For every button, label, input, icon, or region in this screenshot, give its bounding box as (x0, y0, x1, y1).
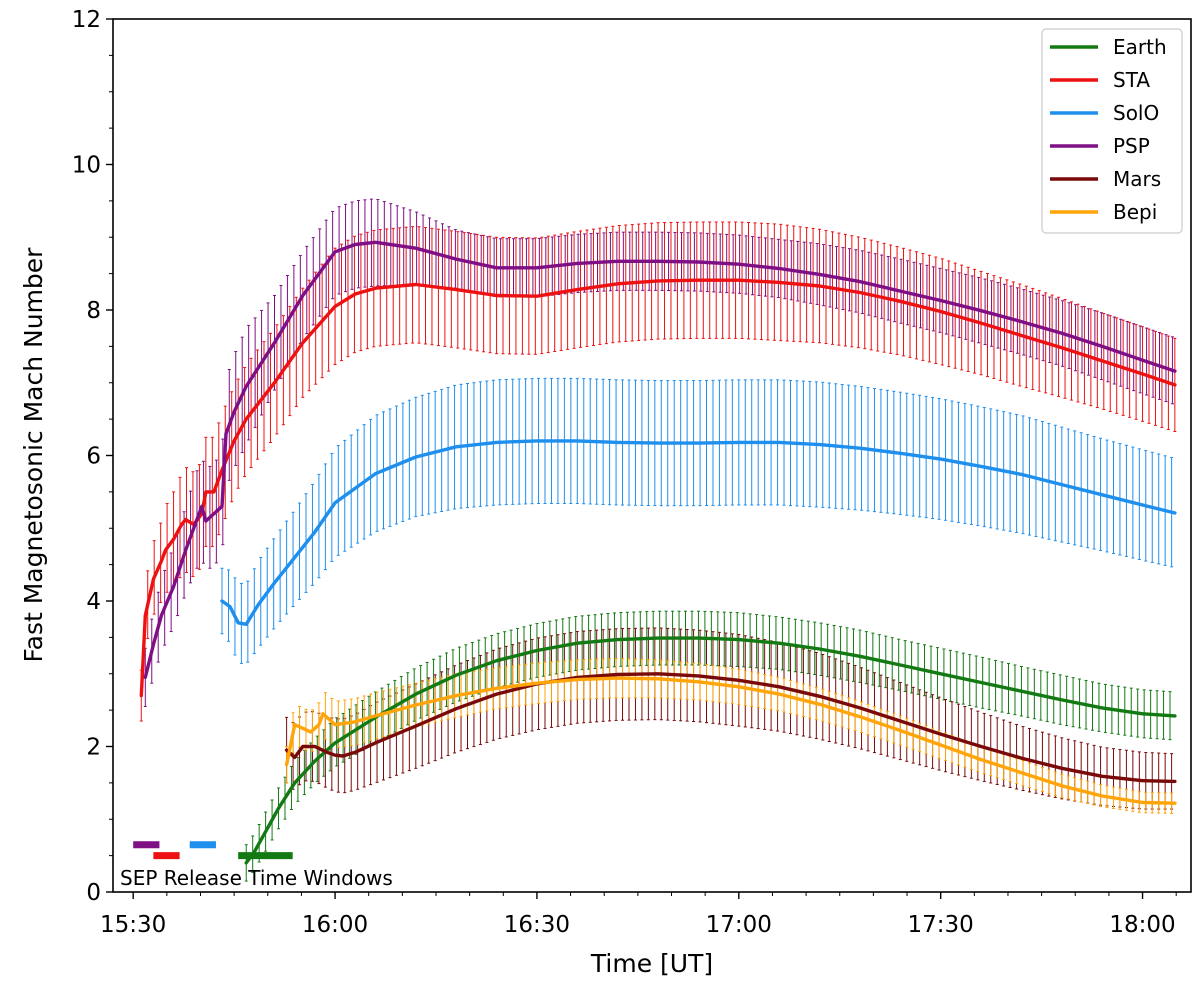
axis-ticks-layer: 0 2 4 6 8 10 12 15:30 16:00 16:30 17:00 17:30 18:00 (72, 7, 1177, 938)
earth-legend-label: Earth (1113, 35, 1167, 59)
bepi-series-line (284, 676, 1177, 805)
mars-legend-label: Mars (1113, 167, 1161, 191)
x-tick-label: 18:00 (1109, 912, 1175, 938)
mars-series-line (284, 672, 1177, 784)
bepi-legend-label: Bepi (1113, 200, 1157, 224)
y-tick-label: 0 (86, 880, 101, 906)
y-tick-label: 8 (86, 298, 101, 324)
earth-series-line (244, 636, 1177, 865)
x-tick-label: 16:00 (302, 912, 368, 938)
x-tick-label: 17:00 (706, 912, 772, 938)
psp-series-line (143, 240, 1177, 680)
solo-series-line (220, 439, 1177, 626)
x-tick-label: 15:30 (100, 912, 166, 938)
release-windows-annotation: SEP Release Time Windows (120, 866, 393, 890)
legend: Earth STA SolO PSP Mars Bepi (1041, 28, 1183, 234)
sta-series-line (139, 278, 1177, 698)
sta-legend-label: STA (1113, 68, 1150, 92)
x-tick-label: 16:30 (504, 912, 570, 938)
solo-legend-label: SolO (1113, 101, 1159, 125)
x-axis-label: Time [UT] (590, 949, 713, 978)
x-tick-label: 17:30 (908, 912, 974, 938)
y-tick-label: 6 (86, 444, 101, 470)
y-axis-label: Fast Magnetosonic Mach Number (19, 247, 48, 663)
y-tick-label: 12 (72, 7, 101, 33)
y-tick-label: 10 (72, 153, 101, 179)
y-tick-label: 4 (86, 589, 101, 615)
psp-legend-label: PSP (1113, 134, 1150, 158)
release-windows-layer (133, 841, 293, 860)
error-bars-layer (139, 198, 1177, 882)
y-tick-label: 2 (86, 735, 101, 761)
legend-box (1041, 28, 1183, 234)
series-lines-layer (139, 240, 1177, 865)
